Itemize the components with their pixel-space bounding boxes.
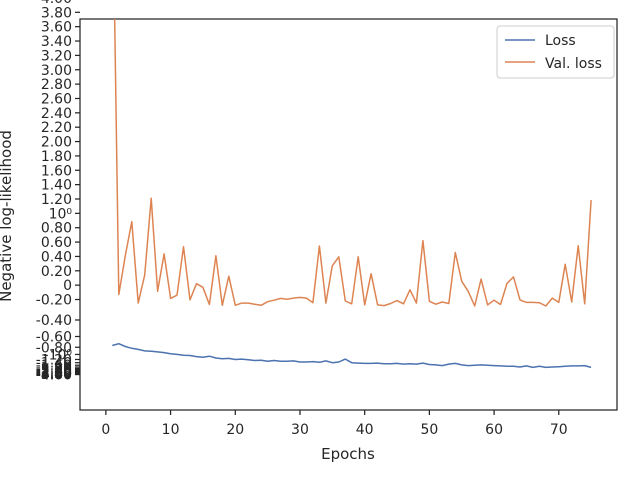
y-tick-label: 2.40 [41,106,72,122]
y-tick-label: -2.00 [36,361,72,377]
series-line-val-loss [113,19,592,307]
y-tick-label: -0.20 [36,293,72,309]
y-axis-ticks: -4.00-3.80-3.60-3.40-3.20-3.00-2.80-2.60… [36,0,80,384]
y-tick-label: 0.80 [41,221,72,237]
y-tick-label: 1.40 [41,178,72,194]
y-tick-label: -0.40 [36,313,72,329]
x-tick-label: 70 [550,422,568,438]
axes-frame [79,18,618,411]
plot-area [79,18,618,411]
y-tick-label: -0.80 [36,340,72,356]
y-tick-label: -2.20 [36,363,72,379]
y-tick-label: 2.00 [41,135,72,151]
y-tick-label: -3.60 [36,367,72,383]
y-tick-label: -2.60 [36,364,72,380]
x-axis-label: Epochs [321,445,375,463]
y-tick-label: -3.20 [36,366,72,382]
legend-label-val-loss: Val. loss [545,56,602,72]
y-tick-label: -1.60 [36,358,72,374]
y-tick-label: 2.80 [41,77,72,93]
x-tick-label: 0 [101,422,110,438]
x-axis-ticks: 0 10 20 30 40 50 60 70 [101,410,568,438]
y-tick-label: 10⁰ [49,206,73,222]
y-tick-label: 1.20 [41,192,72,208]
x-tick-label: 30 [291,422,309,438]
y-tick-label: 2.20 [41,120,72,136]
y-tick-label: 0.20 [41,264,72,280]
y-tick-label: 3.80 [41,5,72,21]
y-tick-label: 1.60 [41,163,72,179]
x-tick-label: 20 [226,422,244,438]
y-tick-label: -2.80 [36,365,72,381]
y-tick-label: 3.60 [41,20,72,36]
y-tick-label: 3.40 [41,34,72,50]
y-tick-label: -0.60 [36,329,72,345]
y-tick-label: 1.80 [41,149,72,165]
y-tick-label: 3.20 [41,48,72,64]
x-tick-label: 60 [485,422,503,438]
y-tick-label: -1.40 [36,356,72,372]
legend-box [496,25,615,79]
y-tick-label: -3.40 [36,366,72,382]
y-axis-label: Negative log-likelihood [0,130,15,302]
legend: Loss Val. loss [496,25,615,79]
y-tick-label: -4.00 [36,368,72,384]
y-tick-label: 4.00 [41,0,72,7]
y-tick-label: -10⁰ [44,347,73,363]
x-tick-label: 40 [356,422,374,438]
x-tick-label: 50 [420,422,438,438]
y-tick-label: -1.20 [36,352,72,368]
series-line-loss [112,342,592,369]
x-tick-label: 10 [162,422,180,438]
y-tick-label: 0.60 [41,235,72,251]
y-tick-label: -3.00 [36,366,72,382]
y-tick-label: -3.80 [36,367,72,383]
y-tick-label: 0.40 [41,249,72,265]
y-tick-label: 3.00 [41,63,72,79]
y-tick-label: -1.80 [36,360,72,376]
y-tick-label: 2.60 [41,91,72,107]
series-layer [112,19,592,369]
y-tick-label: 0 [63,278,72,294]
y-tick-label: -2.40 [36,364,72,380]
legend-label-loss: Loss [545,33,576,49]
